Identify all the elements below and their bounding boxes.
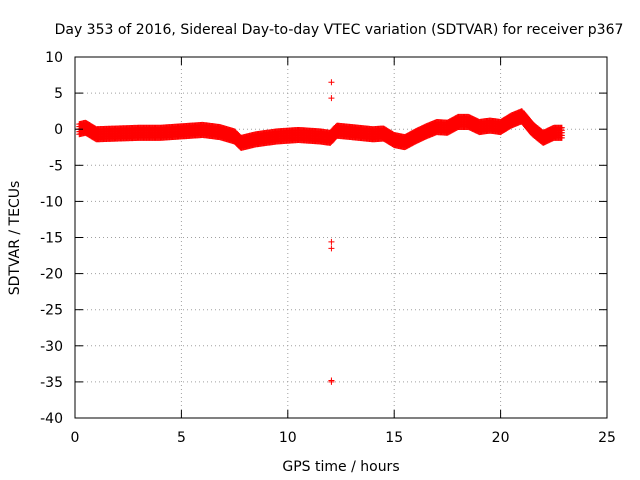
y-tick-label: 5 [54,86,63,102]
y-tick-label: -25 [40,303,63,319]
y-tick-label: 0 [54,122,63,138]
outlier-point [328,245,335,252]
outlier-point [328,378,335,385]
y-tick-label: -5 [49,158,63,174]
outlier-point [328,79,335,86]
x-tick-label: 15 [385,430,403,446]
x-tick-label: 20 [492,430,510,446]
x-tick-label: 25 [598,430,616,446]
grid-lines [75,57,607,418]
x-tick-label: 10 [279,430,297,446]
y-axis-label: SDTVAR / TECUs [7,181,23,296]
y-tick-label: -30 [40,339,63,355]
data-points [76,79,565,385]
chart-title: Day 353 of 2016, Sidereal Day-to-day VTE… [55,22,624,38]
outlier-point [328,238,335,245]
y-tick-label: 10 [45,50,63,66]
y-tick-label: -35 [40,375,63,391]
y-tick-label: -15 [40,231,63,247]
x-axis-label: GPS time / hours [282,459,399,475]
y-tick-label: -10 [40,194,63,210]
x-tick-label: 0 [71,430,80,446]
outlier-point [328,95,335,102]
y-tick-label: -20 [40,267,63,283]
axis-ticks: 0 5 10 15 20 25 10 5 0 -5 -10 -15 -20 -25 -30 -35 -40 [40,50,616,446]
y-tick-label: -40 [40,411,63,427]
x-tick-label: 5 [177,430,186,446]
